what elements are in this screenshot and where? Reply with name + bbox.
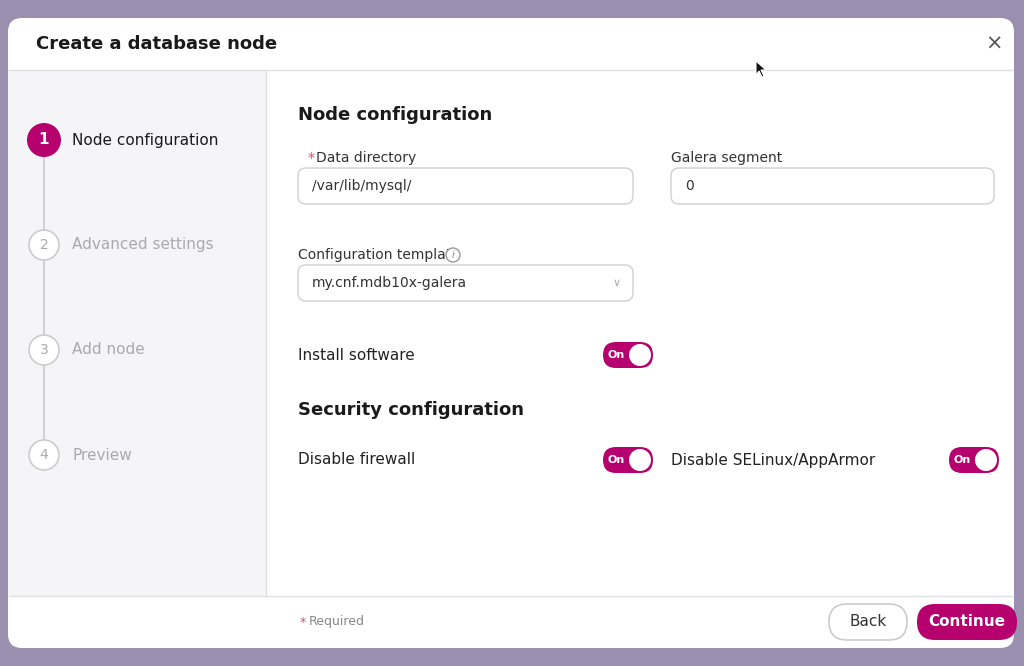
FancyBboxPatch shape bbox=[829, 604, 907, 640]
Circle shape bbox=[29, 230, 59, 260]
Text: Security configuration: Security configuration bbox=[298, 401, 524, 419]
Text: Node configuration: Node configuration bbox=[298, 106, 493, 124]
Text: /var/lib/mysql/: /var/lib/mysql/ bbox=[312, 179, 412, 193]
Circle shape bbox=[27, 123, 61, 157]
Text: Back: Back bbox=[849, 615, 887, 629]
Circle shape bbox=[975, 449, 997, 471]
Text: Required: Required bbox=[309, 615, 365, 629]
FancyBboxPatch shape bbox=[671, 168, 994, 204]
Polygon shape bbox=[756, 61, 766, 77]
Circle shape bbox=[629, 344, 651, 366]
Text: Install software: Install software bbox=[298, 348, 415, 362]
Text: i: i bbox=[452, 250, 455, 260]
FancyBboxPatch shape bbox=[298, 168, 633, 204]
Text: Create a database node: Create a database node bbox=[36, 35, 278, 53]
Circle shape bbox=[29, 440, 59, 470]
FancyBboxPatch shape bbox=[298, 265, 633, 301]
Text: On: On bbox=[607, 350, 625, 360]
Text: 4: 4 bbox=[40, 448, 48, 462]
Text: Advanced settings: Advanced settings bbox=[72, 238, 214, 252]
FancyBboxPatch shape bbox=[918, 604, 1017, 640]
FancyBboxPatch shape bbox=[8, 70, 266, 596]
FancyBboxPatch shape bbox=[949, 447, 999, 473]
Text: ∨: ∨ bbox=[613, 278, 622, 288]
FancyBboxPatch shape bbox=[603, 342, 653, 368]
Circle shape bbox=[446, 248, 460, 262]
Text: 2: 2 bbox=[40, 238, 48, 252]
Text: 1: 1 bbox=[39, 133, 49, 147]
Text: *: * bbox=[300, 615, 310, 629]
Text: my.cnf.mdb10x-galera: my.cnf.mdb10x-galera bbox=[312, 276, 467, 290]
Text: On: On bbox=[607, 455, 625, 465]
Text: *: * bbox=[308, 151, 315, 165]
Text: Add node: Add node bbox=[72, 342, 144, 358]
Text: Disable SELinux/AppArmor: Disable SELinux/AppArmor bbox=[671, 452, 876, 468]
Text: 3: 3 bbox=[40, 343, 48, 357]
Circle shape bbox=[629, 449, 651, 471]
Text: Continue: Continue bbox=[929, 615, 1006, 629]
FancyBboxPatch shape bbox=[603, 447, 653, 473]
Text: Configuration template: Configuration template bbox=[298, 248, 460, 262]
Text: Disable firewall: Disable firewall bbox=[298, 452, 416, 468]
FancyBboxPatch shape bbox=[8, 18, 1014, 648]
Text: 0: 0 bbox=[685, 179, 693, 193]
Text: Galera segment: Galera segment bbox=[671, 151, 782, 165]
Text: Preview: Preview bbox=[72, 448, 132, 462]
Text: ×: × bbox=[985, 34, 1002, 54]
Text: Data directory: Data directory bbox=[316, 151, 416, 165]
Text: On: On bbox=[953, 455, 971, 465]
Circle shape bbox=[29, 335, 59, 365]
Text: Node configuration: Node configuration bbox=[72, 133, 218, 147]
